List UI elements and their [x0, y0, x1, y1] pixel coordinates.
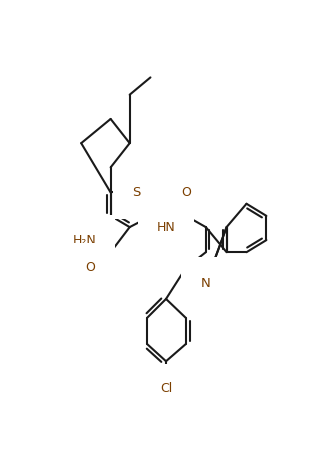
- Text: N: N: [201, 277, 211, 290]
- Text: S: S: [132, 186, 141, 199]
- Text: Cl: Cl: [160, 382, 172, 396]
- Text: O: O: [85, 261, 95, 274]
- Text: O: O: [181, 186, 191, 199]
- Text: H₂N: H₂N: [73, 234, 96, 246]
- Text: HN: HN: [157, 220, 175, 234]
